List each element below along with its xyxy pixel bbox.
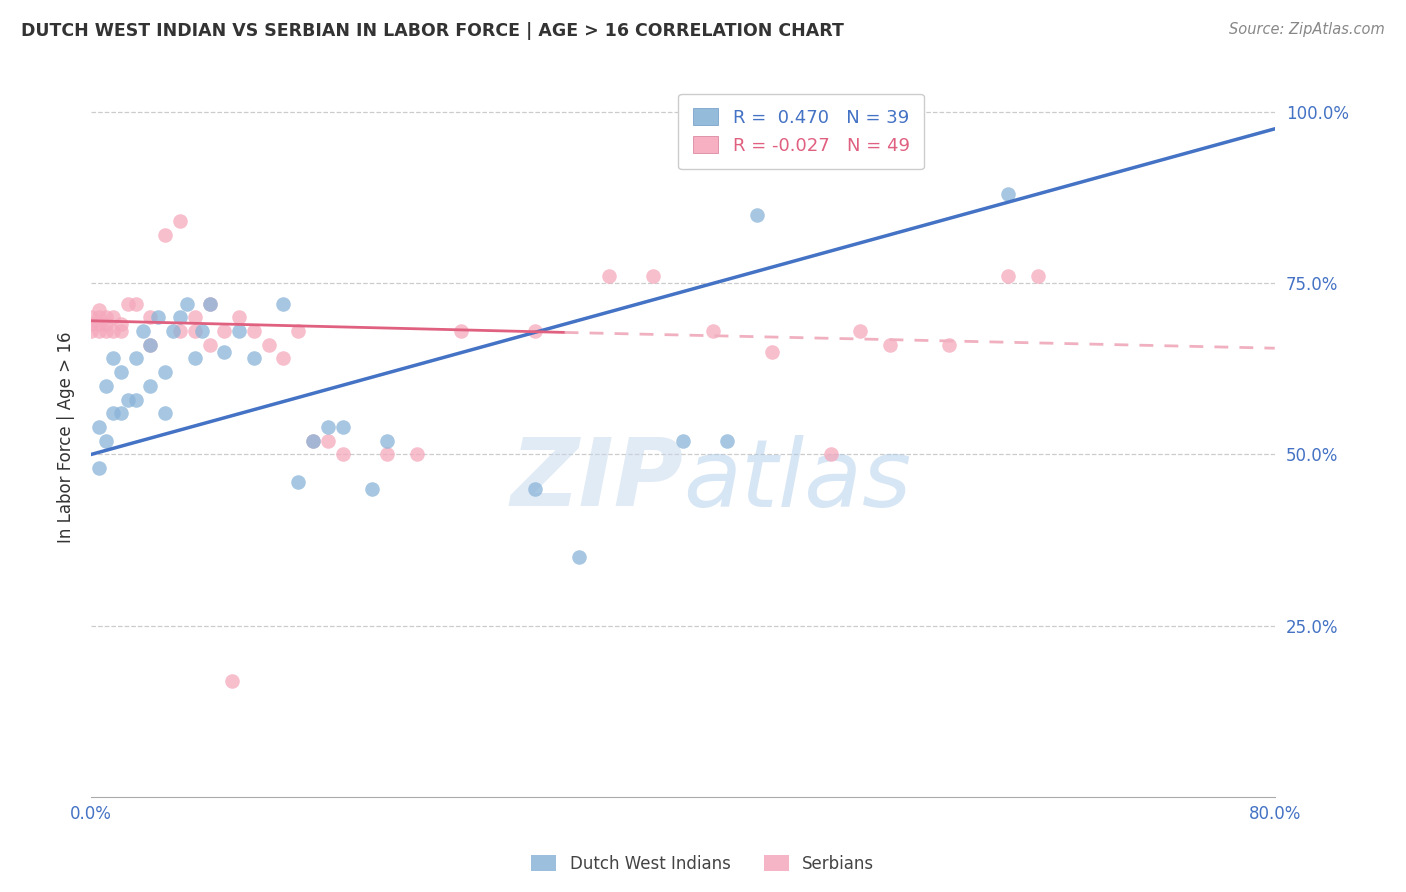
Point <box>273 351 295 366</box>
Point <box>87 461 110 475</box>
Point <box>228 310 250 325</box>
Point <box>94 310 117 325</box>
Point <box>214 344 236 359</box>
Point <box>169 324 191 338</box>
Point <box>87 303 110 318</box>
Point <box>316 434 339 448</box>
Point <box>80 310 103 325</box>
Point <box>273 296 295 310</box>
Point <box>80 324 103 338</box>
Point <box>198 338 221 352</box>
Text: DUTCH WEST INDIAN VS SERBIAN IN LABOR FORCE | AGE > 16 CORRELATION CHART: DUTCH WEST INDIAN VS SERBIAN IN LABOR FO… <box>21 22 844 40</box>
Point <box>103 324 125 338</box>
Point <box>110 365 132 379</box>
Point <box>110 324 132 338</box>
Point <box>153 406 176 420</box>
Point <box>176 296 198 310</box>
Point <box>568 550 591 565</box>
Point <box>375 434 398 448</box>
Point <box>183 310 205 325</box>
Point <box>191 324 214 338</box>
Point <box>110 406 132 420</box>
Point <box>524 482 547 496</box>
Point <box>820 447 842 461</box>
Text: ZIP: ZIP <box>510 434 683 526</box>
Point <box>598 269 620 284</box>
Point <box>117 296 139 310</box>
Point <box>214 324 236 338</box>
Point <box>745 208 768 222</box>
Point <box>849 324 872 338</box>
Point <box>302 434 325 448</box>
Point <box>139 310 162 325</box>
Point <box>702 324 724 338</box>
Point <box>405 447 427 461</box>
Point <box>103 310 125 325</box>
Point <box>183 324 205 338</box>
Point <box>103 406 125 420</box>
Point <box>332 420 354 434</box>
Point <box>124 392 146 407</box>
Point <box>302 434 325 448</box>
Point <box>198 296 221 310</box>
Point <box>997 186 1019 201</box>
Point <box>87 317 110 331</box>
Point <box>183 351 205 366</box>
Point <box>169 310 191 325</box>
Point <box>221 673 243 688</box>
Point <box>228 324 250 338</box>
Point <box>257 338 280 352</box>
Point <box>146 310 169 325</box>
Point <box>761 344 783 359</box>
Point <box>117 392 139 407</box>
Point <box>361 482 384 496</box>
Point <box>103 351 125 366</box>
Text: Source: ZipAtlas.com: Source: ZipAtlas.com <box>1229 22 1385 37</box>
Point <box>450 324 472 338</box>
Point <box>94 379 117 393</box>
Point <box>938 338 960 352</box>
Point <box>672 434 695 448</box>
Point <box>716 434 738 448</box>
Point <box>87 420 110 434</box>
Point <box>87 310 110 325</box>
Point <box>375 447 398 461</box>
Point <box>124 351 146 366</box>
Point <box>643 269 665 284</box>
Point <box>198 296 221 310</box>
Point <box>110 317 132 331</box>
Legend: Dutch West Indians, Serbians: Dutch West Indians, Serbians <box>524 848 882 880</box>
Point <box>139 338 162 352</box>
Point <box>243 351 266 366</box>
Point <box>169 214 191 228</box>
Point <box>524 324 547 338</box>
Point <box>879 338 901 352</box>
Point <box>997 269 1019 284</box>
Point <box>94 434 117 448</box>
Point <box>94 317 117 331</box>
Point <box>132 324 155 338</box>
Point <box>332 447 354 461</box>
Point <box>162 324 184 338</box>
Point <box>153 228 176 243</box>
Point <box>124 296 146 310</box>
Point <box>316 420 339 434</box>
Point <box>80 317 103 331</box>
Point <box>94 324 117 338</box>
Text: atlas: atlas <box>683 435 911 526</box>
Point <box>139 379 162 393</box>
Y-axis label: In Labor Force | Age > 16: In Labor Force | Age > 16 <box>58 332 75 543</box>
Point <box>153 365 176 379</box>
Point <box>1026 269 1049 284</box>
Point <box>87 324 110 338</box>
Point <box>287 475 309 489</box>
Point <box>243 324 266 338</box>
Legend: R =  0.470   N = 39, R = -0.027   N = 49: R = 0.470 N = 39, R = -0.027 N = 49 <box>679 94 924 169</box>
Point <box>139 338 162 352</box>
Point <box>287 324 309 338</box>
